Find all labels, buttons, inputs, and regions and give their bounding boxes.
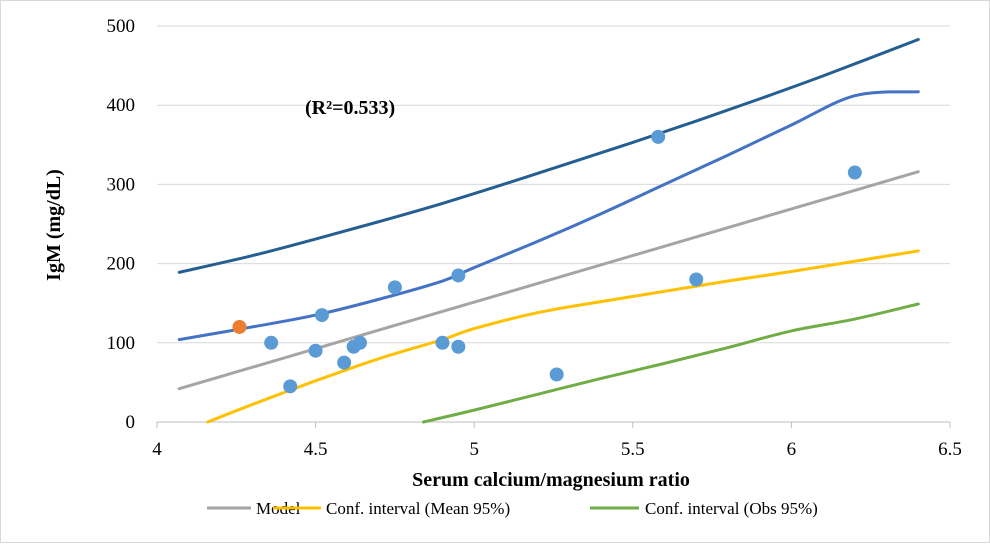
legend-label: Conf. interval (Mean 95%) — [326, 499, 510, 518]
y-tick-label: 100 — [107, 333, 136, 354]
y-tick-label: 500 — [107, 16, 136, 37]
data-point — [283, 379, 298, 394]
data-points — [232, 129, 862, 394]
x-tick-label: 5.5 — [621, 439, 645, 460]
data-point — [651, 129, 666, 144]
data-point — [435, 335, 450, 350]
y-tick-label: 300 — [107, 174, 136, 195]
legend-label: Conf. interval (Obs 95%) — [645, 499, 818, 518]
highlighted-data-point — [232, 319, 247, 334]
x-tick-label: 4 — [152, 439, 162, 460]
y-tick-label: 0 — [126, 412, 136, 433]
series-line-mean-ci-lower — [206, 249, 920, 424]
x-tick-label: 5 — [469, 439, 479, 460]
series-line-obs-ci-lower — [421, 302, 920, 424]
data-point — [451, 339, 466, 354]
data-point — [308, 343, 323, 358]
legend: Model Conf. interval (Mean 95%) Conf. inte… — [207, 499, 818, 518]
data-point — [451, 268, 466, 283]
data-point — [549, 367, 564, 382]
data-point — [353, 335, 368, 350]
x-tick-label: 6 — [787, 439, 797, 460]
data-point — [387, 280, 402, 295]
data-point — [689, 272, 704, 287]
series-line-model — [177, 170, 920, 391]
data-point — [337, 355, 352, 370]
data-point — [847, 165, 862, 180]
axes: 0 100 200 300 400 500 4 4.5 5 5.5 6 6.5 — [107, 16, 962, 460]
x-axis-title: Serum calcium/magnesium ratio — [412, 469, 690, 491]
series-line-obs-ci-upper — [177, 37, 920, 274]
data-point — [314, 308, 329, 323]
y-tick-label: 200 — [107, 254, 136, 275]
x-tick-label: 4.5 — [304, 439, 328, 460]
data-point — [264, 335, 279, 350]
y-tick-label: 400 — [107, 95, 136, 116]
y-axis-title: IgM (mg/dL) — [43, 169, 65, 281]
x-tick-label: 6.5 — [938, 439, 962, 460]
r-squared-annotation: (R²=0.533) — [305, 97, 395, 119]
